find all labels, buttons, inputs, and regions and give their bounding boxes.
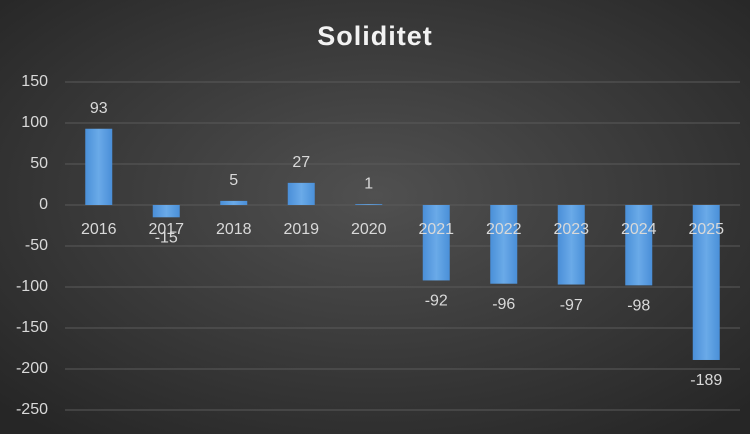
bar (85, 128, 113, 205)
x-tick-label: 2024 (621, 221, 657, 238)
x-tick-label: 2023 (553, 221, 589, 238)
bar (625, 205, 653, 286)
data-label: -98 (627, 298, 650, 315)
data-label: -96 (492, 296, 515, 313)
data-label: 5 (229, 172, 238, 189)
x-tick-label: 2022 (486, 221, 522, 238)
bar (220, 200, 248, 205)
x-tick-label: 2016 (81, 221, 117, 238)
y-tick-label: 100 (21, 114, 48, 131)
data-label: 1 (364, 175, 373, 192)
y-tick-label: 50 (30, 155, 48, 172)
data-label: 93 (90, 100, 108, 117)
y-tick-label: -100 (16, 278, 48, 295)
y-tick-label: 0 (39, 196, 48, 213)
bar (422, 205, 450, 281)
y-tick-label: -200 (16, 360, 48, 377)
x-tick-label: 2020 (351, 221, 387, 238)
bar (152, 205, 180, 218)
x-tick-label: 2019 (283, 221, 319, 238)
bar (557, 205, 585, 285)
y-tick-label: -250 (16, 401, 48, 418)
x-tick-label: 2018 (216, 221, 252, 238)
y-tick-label: -150 (16, 319, 48, 336)
bar (287, 182, 315, 205)
data-label: -15 (155, 230, 178, 247)
bar (692, 205, 720, 360)
data-label: -97 (560, 297, 583, 314)
x-tick-label: 2021 (418, 221, 454, 238)
x-tick-label: 2017 (148, 221, 184, 238)
chart-title: Soliditet (317, 21, 433, 51)
x-tick-label: 2025 (688, 221, 724, 238)
data-label: -92 (425, 293, 448, 310)
data-label: -189 (690, 372, 722, 389)
y-tick-label: -50 (25, 237, 48, 254)
bar (490, 205, 518, 284)
bar (355, 204, 383, 205)
y-tick-label: 150 (21, 73, 48, 90)
data-label: 27 (292, 154, 310, 171)
